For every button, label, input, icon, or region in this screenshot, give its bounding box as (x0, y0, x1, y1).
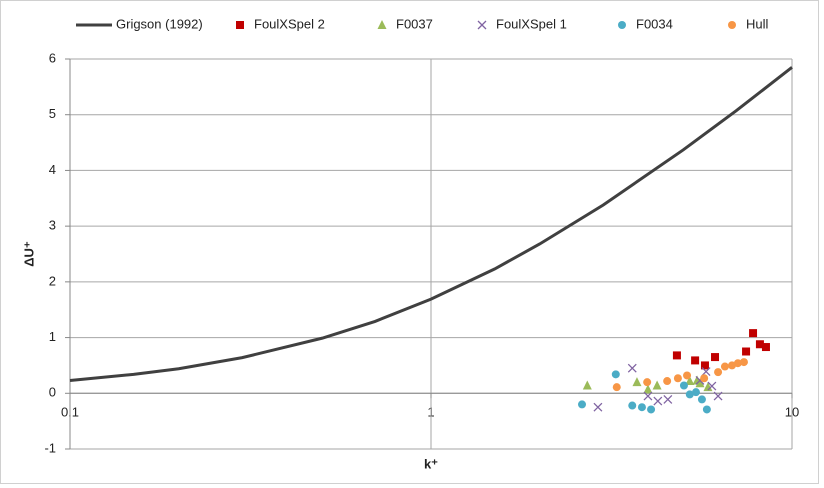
legend-swatch (236, 21, 244, 29)
legend-label: FoulXSpel 2 (254, 16, 325, 31)
legend-label: Grigson (1992) (116, 16, 203, 31)
data-point (703, 382, 713, 392)
data-point (691, 356, 700, 365)
y-tick-label: 0 (49, 385, 56, 400)
legend-label: Hull (746, 16, 769, 31)
data-point (653, 396, 663, 406)
data-point (711, 353, 720, 362)
data-point (755, 340, 764, 349)
data-point (612, 383, 621, 392)
data-point (697, 395, 706, 404)
legend-label: F0034 (636, 16, 673, 31)
data-point (643, 391, 653, 401)
data-point (673, 374, 682, 383)
y-tick-label: 1 (49, 329, 56, 344)
data-point (611, 370, 620, 379)
data-point (685, 390, 694, 399)
y-tick-label: 3 (49, 218, 56, 233)
data-point (685, 376, 695, 386)
data-point (643, 384, 653, 394)
legend-label: F0037 (396, 16, 433, 31)
data-point (593, 402, 603, 412)
data-point (637, 403, 646, 412)
data-point (695, 378, 705, 388)
data-point (702, 405, 711, 414)
data-point (632, 377, 642, 387)
data-point (663, 394, 673, 404)
data-point (761, 343, 770, 352)
legend-label: FoulXSpel 1 (496, 16, 567, 31)
data-point (742, 347, 751, 356)
y-tick-label: 5 (49, 106, 56, 121)
legend-swatch (618, 21, 626, 29)
y-tick-label: 6 (49, 50, 56, 65)
data-point (582, 380, 592, 390)
series-line (69, 66, 793, 382)
data-point (691, 388, 700, 397)
data-point (739, 358, 748, 367)
y-tick-label: 2 (49, 273, 56, 288)
y-tick-label: 4 (49, 162, 56, 177)
data-point (749, 329, 758, 338)
data-point (733, 359, 742, 368)
data-point (679, 381, 688, 390)
legend-swatch (728, 21, 736, 29)
data-point (647, 405, 656, 414)
data-point (663, 377, 672, 386)
data-point (578, 400, 587, 409)
legend-swatch (377, 20, 387, 29)
x-axis-label: k⁺ (424, 456, 438, 471)
data-point (652, 380, 662, 390)
data-point (720, 362, 729, 371)
legend-swatch (477, 20, 487, 30)
y-axis-label: ΔU⁺ (21, 241, 36, 267)
data-point (683, 371, 692, 380)
data-point (700, 361, 709, 370)
data-point (627, 363, 637, 373)
data-point (714, 368, 723, 377)
data-point (628, 401, 637, 410)
y-tick-label: -1 (44, 440, 56, 455)
data-point (700, 374, 709, 383)
data-point (672, 351, 681, 360)
data-point (707, 381, 717, 391)
data-point (701, 367, 711, 377)
data-point (643, 378, 652, 387)
data-point (713, 391, 723, 401)
